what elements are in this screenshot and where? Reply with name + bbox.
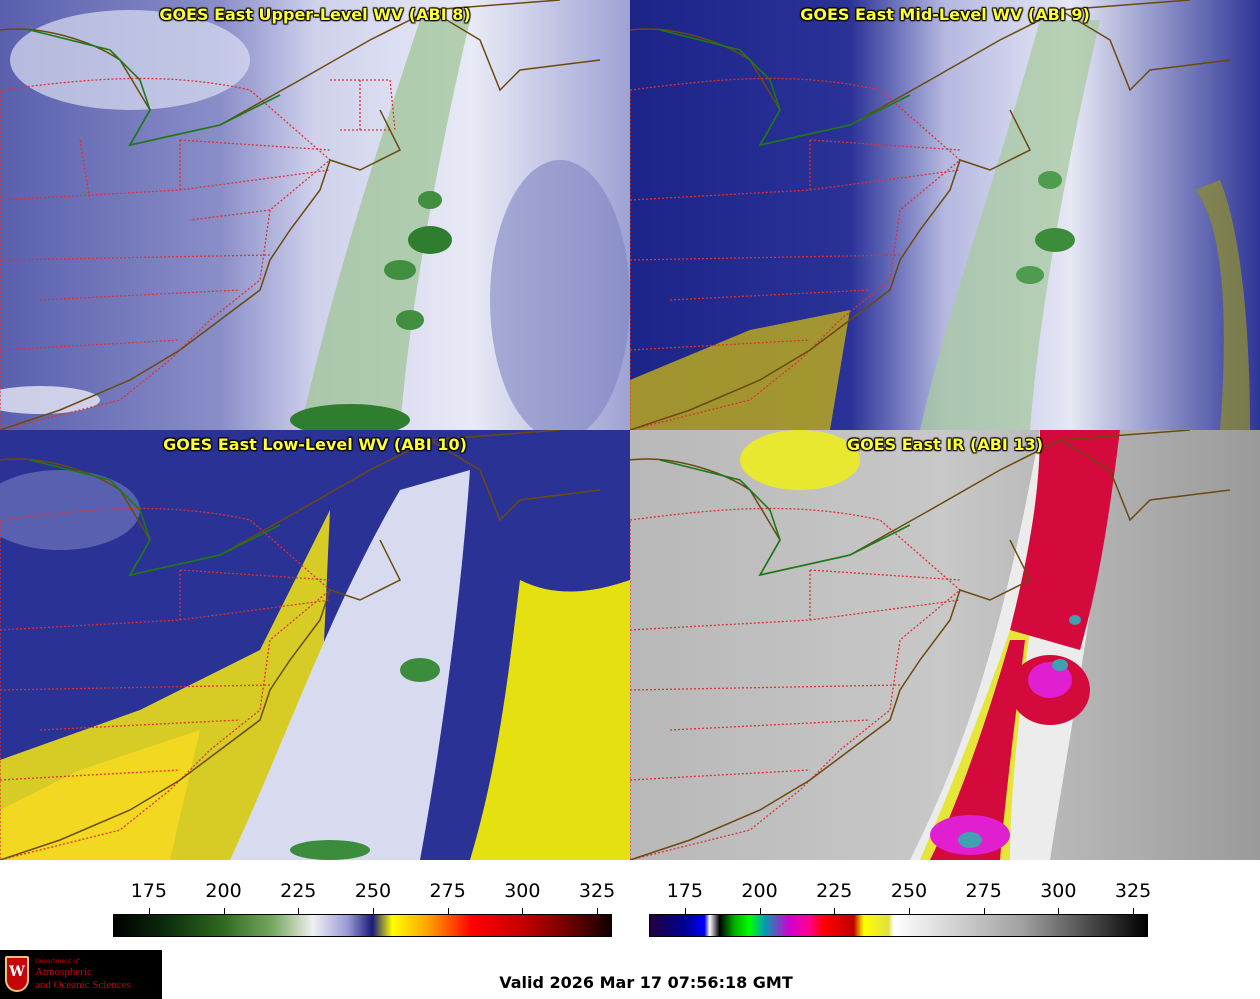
colorbar-tick-mark [597, 908, 599, 914]
colorbar-tick-mark [447, 908, 449, 914]
uw-crest-icon: W [5, 956, 29, 992]
colorbar-tick-mark [1058, 908, 1060, 914]
panel-title: GOES East Mid-Level WV (ABI 9) [800, 5, 1090, 24]
colorbar-tick-label: 300 [504, 880, 541, 902]
colorbar-tick-mark [759, 908, 761, 914]
valid-time: Valid 2026 Mar 17 07:56:18 GMT [499, 973, 793, 992]
colorbar-tick-label: 200 [205, 880, 242, 902]
ir-colorbar-gradient [649, 914, 1148, 937]
colorbar-tick-mark [372, 908, 374, 914]
colorbar-tick-mark [1133, 908, 1135, 914]
colorbar-tick-label: 200 [741, 880, 778, 902]
satellite-image-low-wv [0, 430, 630, 860]
panel-title: GOES East IR (ABI 13) [846, 435, 1044, 454]
colorbar-tick-label: 325 [578, 880, 616, 902]
colorbar-tick-mark [834, 908, 836, 914]
colorbar-tick-mark [908, 908, 910, 914]
panel-title: GOES East Upper-Level WV (ABI 8) [159, 5, 471, 24]
colorbar-tick-label: 300 [1040, 880, 1077, 902]
colorbar-tick-mark [522, 908, 524, 914]
satellite-image-ir [630, 430, 1260, 860]
colorbar-tick-mark [298, 908, 300, 914]
colorbar-tick-label: 250 [890, 880, 928, 902]
ir-colorbar: 175 200 225 250 275 300 325 [649, 880, 1152, 940]
logo-department: Department of [35, 958, 79, 965]
colorbar-tick-mark [148, 908, 150, 914]
colorbar-tick-label: 275 [429, 880, 466, 902]
satellite-image-mid-wv [630, 0, 1260, 430]
colorbar-tick-mark [684, 908, 686, 914]
colorbar-tick-label: 275 [965, 880, 1002, 902]
satellite-image-upper-wv [0, 0, 630, 430]
colorbar-tick-label: 325 [1114, 880, 1152, 902]
logo-line-1: Atmospheric [35, 966, 92, 978]
colorbar-tick-mark [223, 908, 225, 914]
colorbar-tick-label: 225 [816, 880, 853, 902]
colorbar-tick-mark [983, 908, 985, 914]
wv-colorbar-gradient [113, 914, 612, 937]
colorbar-tick-label: 225 [280, 880, 317, 902]
colorbar-tick-label: 175 [130, 880, 167, 902]
colorbar-tick-label: 175 [666, 880, 703, 902]
logo-line-2: and Oceanic Sciences [35, 979, 131, 991]
wv-colorbar: 175 200 225 250 275 300 325 [113, 880, 616, 940]
aos-logo[interactable]: W Department of Atmospheric and Oceanic … [0, 950, 162, 999]
panel-low-level-wv: GOES East Low-Level WV (ABI 10) [0, 430, 630, 860]
colorbar-tick-label: 250 [354, 880, 392, 902]
panel-upper-level-wv: GOES East Upper-Level WV (ABI 8) [0, 0, 630, 430]
panel-mid-level-wv: GOES East Mid-Level WV (ABI 9) [630, 0, 1260, 430]
panel-title: GOES East Low-Level WV (ABI 10) [163, 435, 467, 454]
panel-ir: GOES East IR (ABI 13) [630, 430, 1260, 860]
